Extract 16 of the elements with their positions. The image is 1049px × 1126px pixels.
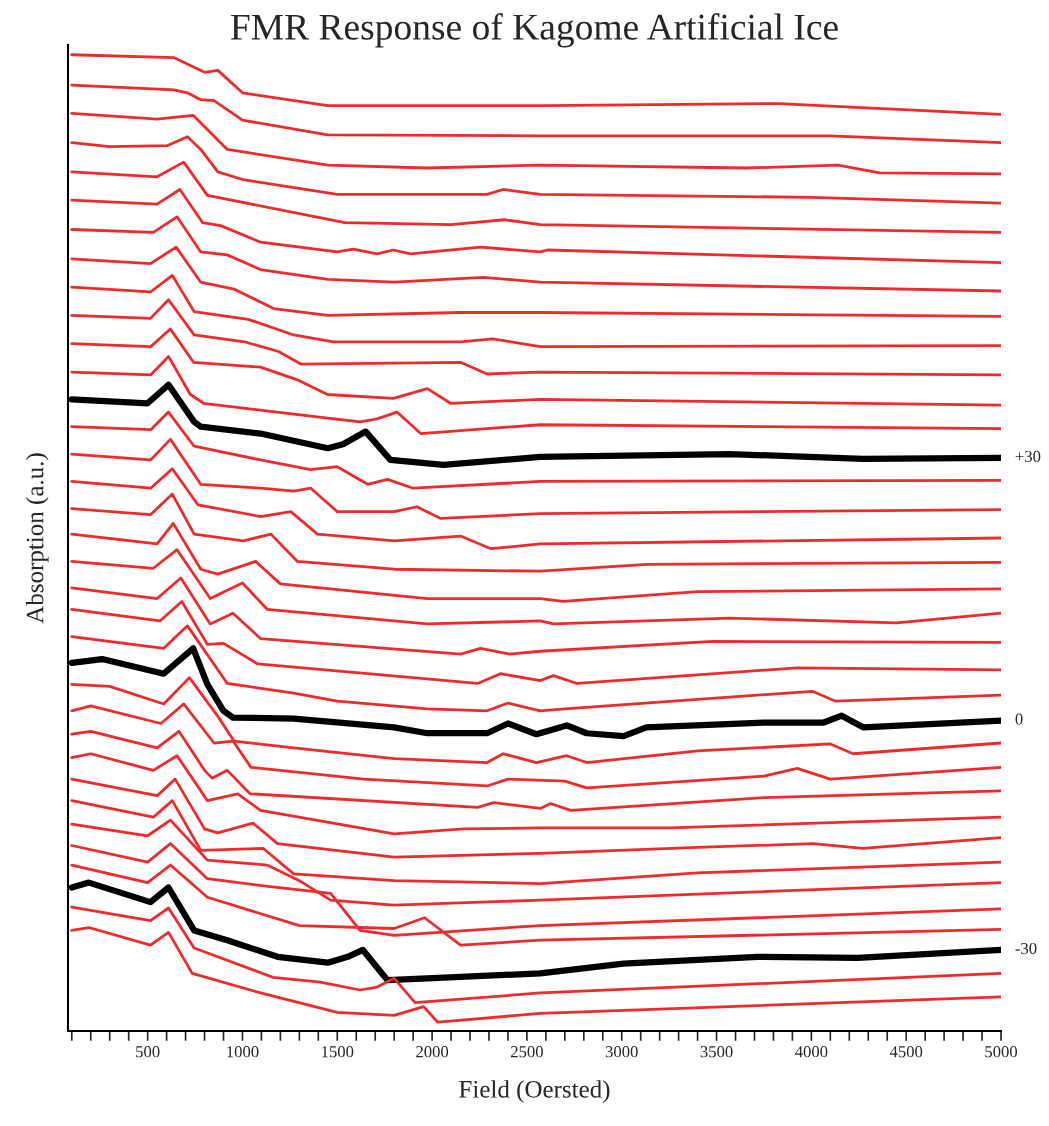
x-tick-label: 4500 (889, 1046, 923, 1058)
x-tick-label: 3000 (605, 1046, 638, 1058)
x-tick-label: 4000 (795, 1046, 828, 1058)
x-tick-label: 1000 (227, 1046, 259, 1058)
series-label: 0 (1015, 713, 1023, 725)
x-tick-label: 3500 (700, 1046, 733, 1058)
y-axis-title: Absorption (a.u.) (25, 453, 49, 624)
chart-title: FMR Response of Kagome Artificial Ice (230, 13, 838, 48)
x-tick-label: 1500 (322, 1046, 354, 1058)
x-tick-label: 500 (136, 1046, 160, 1058)
x-tick-label: 2500 (510, 1046, 543, 1058)
series-label: +30 (1015, 450, 1041, 463)
x-tick-label: 5000 (985, 1046, 1018, 1058)
x-axis-title: Field (Oersted) (459, 1080, 610, 1103)
x-tick-label: 2000 (416, 1046, 449, 1058)
series-label: -30 (1015, 942, 1037, 955)
